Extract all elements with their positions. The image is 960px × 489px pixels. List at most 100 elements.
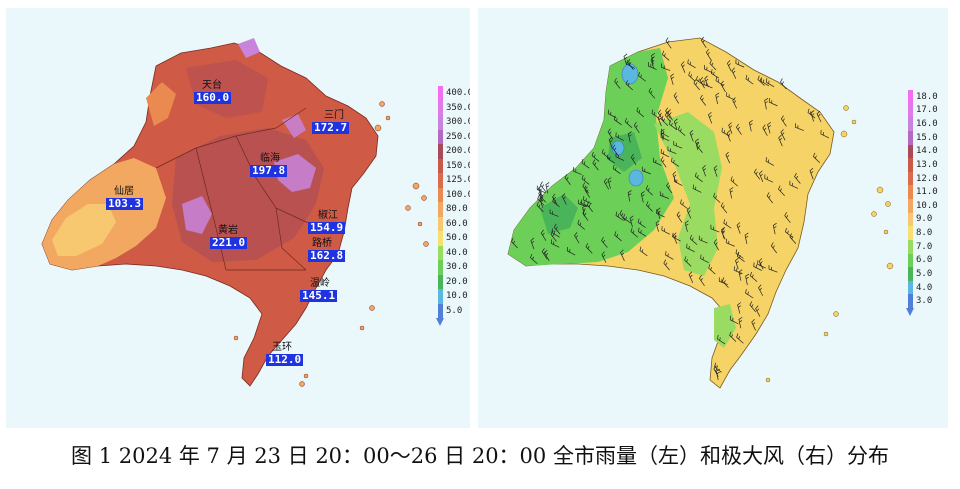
wind-barb [766, 192, 773, 204]
wind-barb [686, 207, 692, 219]
wind-barb [673, 140, 683, 149]
rainfall-map [41, 38, 429, 387]
wind-barb [544, 249, 550, 262]
wind-barb [581, 174, 590, 185]
wind-barb [680, 61, 686, 73]
wind-barb [695, 138, 699, 150]
wind-barb [758, 284, 764, 296]
wind-legend-color-swatch [908, 171, 913, 186]
wind-barb [551, 228, 560, 238]
wind-barb [713, 365, 719, 377]
wind-barb [608, 136, 613, 149]
wind-barb [673, 92, 680, 104]
wind-barb [692, 184, 702, 193]
wind-barb [703, 64, 713, 74]
wind-barb [765, 157, 774, 166]
wind-barb [630, 153, 637, 166]
wind-barb [627, 59, 634, 70]
wind-barb [677, 125, 686, 136]
wind-barb [627, 190, 632, 202]
wind-barb [764, 98, 769, 110]
wind-barb [689, 234, 698, 245]
wind-barb [564, 173, 571, 185]
wind-barb [581, 199, 590, 208]
rainfall-peak-zone-north [238, 38, 260, 58]
wind-barb [700, 254, 709, 263]
wind-barb [530, 237, 535, 250]
wind-barb [780, 78, 787, 90]
wind-barb [789, 180, 799, 189]
wind-barb [583, 196, 592, 205]
station-value-huangyan: 221.0 [210, 236, 248, 249]
wind-legend-tick-label: 3.0 [916, 296, 933, 307]
figure-caption: 图 1 2024 年 7 月 23 日 20：00～26 日 20：00 全市雨… [71, 444, 889, 468]
rainfall-legend-tick-label: 20.0 [446, 276, 468, 287]
wind-barb [768, 98, 778, 107]
wind-barb [717, 335, 726, 345]
wind-barb [592, 159, 599, 171]
rainfall-legend-color-swatch [438, 86, 443, 101]
wind-barb [581, 159, 590, 169]
rainfall-legend-arrow-tip [436, 318, 444, 326]
wind-barb [538, 190, 543, 202]
wind-barb [603, 178, 610, 190]
wind-barb [645, 201, 653, 212]
wind-barb [627, 131, 632, 143]
wind-barb [780, 115, 787, 127]
wind-barb [607, 177, 612, 189]
wind-barb [745, 74, 754, 85]
wind-barb [652, 157, 662, 166]
wind-barb [511, 237, 518, 249]
rainfall-map-panel: 天台 160.0 三门 172.7 临海 197.8 仙居 103.3 椒江 1… [6, 8, 470, 428]
wind-legend-color-swatch [908, 103, 913, 118]
wind-barb [552, 193, 558, 206]
wind-barb [614, 77, 621, 89]
wind-legend-tick-label: 16.0 [916, 119, 938, 130]
rainfall-mid-zone-northwest [146, 82, 176, 126]
wind-barb [540, 181, 547, 193]
wind-barb [647, 62, 657, 70]
rainfall-legend-color-bar [438, 86, 443, 319]
wind-barb [728, 122, 733, 134]
rainfall-legend-color-swatch [438, 187, 443, 203]
wind-legend-tick-label: 14.0 [916, 146, 938, 157]
wind-barb [615, 211, 624, 221]
wind-barb [704, 75, 709, 88]
wind-barb [661, 63, 671, 71]
wind-barb [687, 59, 696, 69]
rainfall-legend-color-swatch [438, 303, 443, 319]
wind-barb [630, 227, 639, 238]
rainfall-legend-color-swatch [438, 129, 443, 145]
wind-legend-tick-label: 12.0 [916, 173, 938, 184]
wind-barb [732, 97, 738, 109]
wind-barb [582, 182, 589, 194]
wind-barb [759, 170, 764, 182]
wind-barb [660, 133, 670, 142]
wind-barb [716, 368, 721, 381]
wind-barb [758, 258, 764, 270]
wind-green-zone-south [714, 304, 736, 348]
wind-barb [764, 174, 774, 183]
wind-barb [660, 148, 670, 158]
wind-barb [549, 209, 559, 217]
wind-legend-color-swatch [908, 90, 913, 105]
wind-map-panel: 18.0 17.0 16.0 15.0 14.0 13.0 12.0 11.0 10.0 9.0 8… [478, 8, 948, 428]
station-value-luqiao: 162.8 [308, 249, 346, 262]
wind-barb [784, 212, 791, 223]
wind-barb [672, 171, 677, 183]
rainfall-legend-tick-label: 350.0 [446, 102, 470, 113]
wind-barb [794, 172, 801, 184]
wind-barb [684, 220, 689, 232]
wind-legend-tick-label: 7.0 [916, 241, 933, 252]
wind-barb [699, 77, 705, 89]
wind-barb [591, 151, 600, 162]
station-name-huangyan: 黄岩 [218, 225, 238, 236]
wind-barb [721, 277, 729, 288]
wind-barb [660, 156, 667, 168]
wind-barb [735, 249, 744, 259]
wind-barb [731, 67, 737, 79]
wind-barb [768, 265, 778, 273]
wind-barb [699, 94, 707, 106]
rainfall-legend-tick-label: 30.0 [446, 262, 468, 273]
wind-barb [762, 124, 768, 136]
